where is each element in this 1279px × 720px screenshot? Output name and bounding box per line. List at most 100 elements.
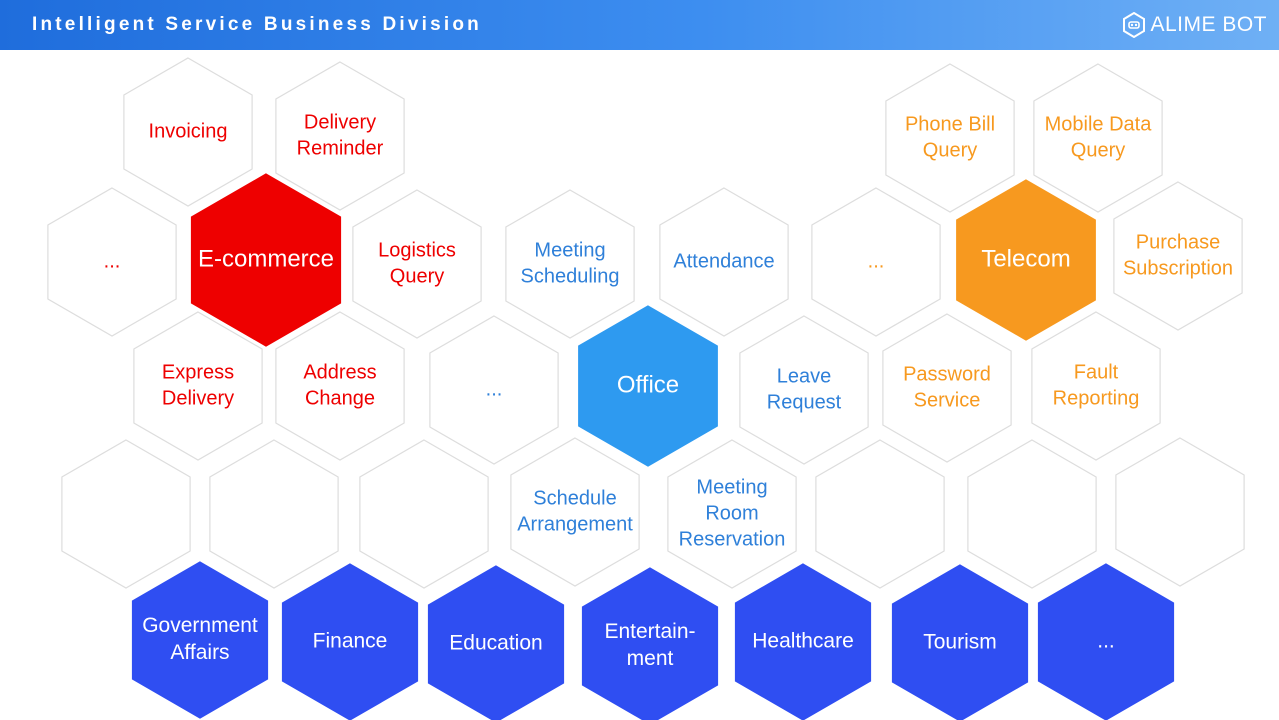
hex-label-office-more-top: ...	[868, 250, 885, 272]
hexagon-office	[578, 305, 718, 467]
hex-label-office: Office	[617, 371, 679, 398]
hex-label-entertainment: Entertain-	[604, 620, 695, 643]
hex-label-delivery-reminder: Delivery	[304, 111, 376, 133]
hexagon-fault-reporting	[1031, 311, 1161, 461]
hexagon-finance	[281, 563, 419, 720]
hexagon-ecommerce-more	[47, 187, 177, 337]
brand-name: ALIME BOT	[1150, 13, 1267, 36]
hexagon-ecommerce	[190, 173, 342, 347]
hex-label-ecommerce-more: ...	[104, 250, 121, 272]
hex-cell-empty-6	[1115, 437, 1245, 587]
hex-label-meeting-scheduling: Meeting	[534, 239, 605, 261]
hexagon-password-service	[882, 313, 1012, 463]
hex-label-schedule-arrangement: Schedule	[533, 487, 616, 509]
hex-cell-telecom: Telecom	[956, 179, 1096, 341]
hex-label-logistics-query: Query	[390, 265, 444, 287]
hexagon-meeting-room-reservation	[667, 439, 797, 589]
hexagon-attendance	[659, 187, 789, 337]
hexagon-empty-6	[1115, 437, 1245, 587]
hex-cell-meeting-room-reservation: Meeting Room Reservation	[667, 439, 797, 589]
hex-cell-attendance: Attendance	[659, 187, 789, 337]
hexagon-invoicing	[123, 57, 253, 207]
hex-cell-express-delivery: Express Delivery	[133, 311, 263, 461]
hexagon-express-delivery	[133, 311, 263, 461]
hex-label-entertainment: ment	[627, 647, 674, 670]
hex-label-purchase-subscription: Subscription	[1123, 257, 1233, 279]
hexagon-empty-1	[61, 439, 191, 589]
hex-label-healthcare: Healthcare	[752, 630, 854, 653]
hexagon-empty-5	[967, 439, 1097, 589]
hex-cell-finance: Finance	[281, 563, 419, 720]
hex-label-address-change: Change	[305, 387, 375, 409]
hex-cell-ecommerce-more: ...	[47, 187, 177, 337]
hex-cell-entertainment: Entertain-ment	[581, 567, 719, 720]
hex-cell-purchase-subscription: Purchase Subscription	[1113, 181, 1243, 331]
hexagon-empty-4	[815, 439, 945, 589]
hex-cell-office-more-top: ...	[811, 187, 941, 337]
hex-cell-password-service: Password Service	[882, 313, 1012, 463]
hex-cell-mobile-data-query: Mobile Data Query	[1033, 63, 1163, 213]
hexagon-government-affairs	[131, 561, 269, 719]
hexagon-industry-more	[1037, 563, 1175, 720]
hex-label-ecommerce: E-commerce	[198, 245, 334, 272]
hex-label-finance: Finance	[313, 630, 388, 653]
hexagon-healthcare	[734, 563, 872, 720]
hexagon-delivery-reminder	[275, 61, 405, 211]
hex-label-purchase-subscription: Purchase	[1136, 231, 1221, 253]
hexagon-phone-bill-query	[885, 63, 1015, 213]
hex-cell-leave-request: Leave Request	[739, 315, 869, 465]
hex-cell-delivery-reminder: Delivery Reminder	[275, 61, 405, 211]
hex-cell-industry-more: ...	[1037, 563, 1175, 720]
hex-cell-empty-4	[815, 439, 945, 589]
hex-label-office-more-left: ...	[486, 378, 503, 400]
hex-cell-tourism: Tourism	[891, 564, 1029, 720]
hex-label-express-delivery: Express	[162, 361, 234, 383]
brand-logo: ALIME BOT	[1122, 10, 1267, 40]
hex-label-meeting-room-reservation: Room	[705, 502, 758, 524]
hex-cell-ecommerce: E-commerce	[190, 173, 342, 347]
hex-cell-empty-1	[61, 439, 191, 589]
hex-cell-healthcare: Healthcare	[734, 563, 872, 720]
hex-label-schedule-arrangement: Arrangement	[517, 513, 633, 535]
hex-label-industry-more: ...	[1097, 630, 1115, 653]
hexagon-empty-2	[209, 439, 339, 589]
hexagon-address-change	[275, 311, 405, 461]
hex-cell-meeting-scheduling: Meeting Scheduling	[505, 189, 635, 339]
hex-label-meeting-room-reservation: Meeting	[696, 476, 767, 498]
hexagon-purchase-subscription	[1113, 181, 1243, 331]
hex-label-education: Education	[449, 632, 542, 655]
hex-label-telecom: Telecom	[981, 245, 1070, 272]
hex-cell-office: Office	[578, 305, 718, 467]
hex-cell-address-change: Address Change	[275, 311, 405, 461]
hexagon-telecom	[956, 179, 1096, 341]
hex-label-express-delivery: Delivery	[162, 387, 234, 409]
hex-cell-empty-2	[209, 439, 339, 589]
hex-cell-empty-5	[967, 439, 1097, 589]
hex-cell-education: Education	[427, 565, 565, 720]
hexagon-meeting-scheduling	[505, 189, 635, 339]
hex-cell-logistics-query: Logistics Query	[352, 189, 482, 339]
hex-cell-schedule-arrangement: Schedule Arrangement	[510, 437, 640, 587]
hexagon-mobile-data-query	[1033, 63, 1163, 213]
hexagon-empty-3	[359, 439, 489, 589]
hexagon-schedule-arrangement	[510, 437, 640, 587]
hex-label-leave-request: Request	[767, 391, 842, 413]
hex-label-leave-request: Leave	[777, 365, 832, 387]
robot-head-icon	[1123, 12, 1146, 38]
hexagon-office-more-left	[429, 315, 559, 465]
hexagon-office-more-top	[811, 187, 941, 337]
hexagon-tourism	[891, 564, 1029, 720]
hex-label-fault-reporting: Fault	[1074, 361, 1119, 383]
hex-label-government-affairs: Government	[142, 614, 258, 637]
hex-label-tourism: Tourism	[923, 631, 997, 654]
hex-label-delivery-reminder: Reminder	[297, 137, 384, 159]
page-title: Intelligent Service Business Division	[32, 14, 482, 35]
hex-label-mobile-data-query: Mobile Data	[1045, 113, 1153, 135]
hex-label-government-affairs: Affairs	[170, 641, 229, 664]
hex-cell-phone-bill-query: Phone Bill Query	[885, 63, 1015, 213]
hex-label-fault-reporting: Reporting	[1053, 387, 1140, 409]
hex-cell-empty-3	[359, 439, 489, 589]
hex-cell-invoicing: Invoicing	[123, 57, 253, 207]
hexagon-education	[427, 565, 565, 720]
